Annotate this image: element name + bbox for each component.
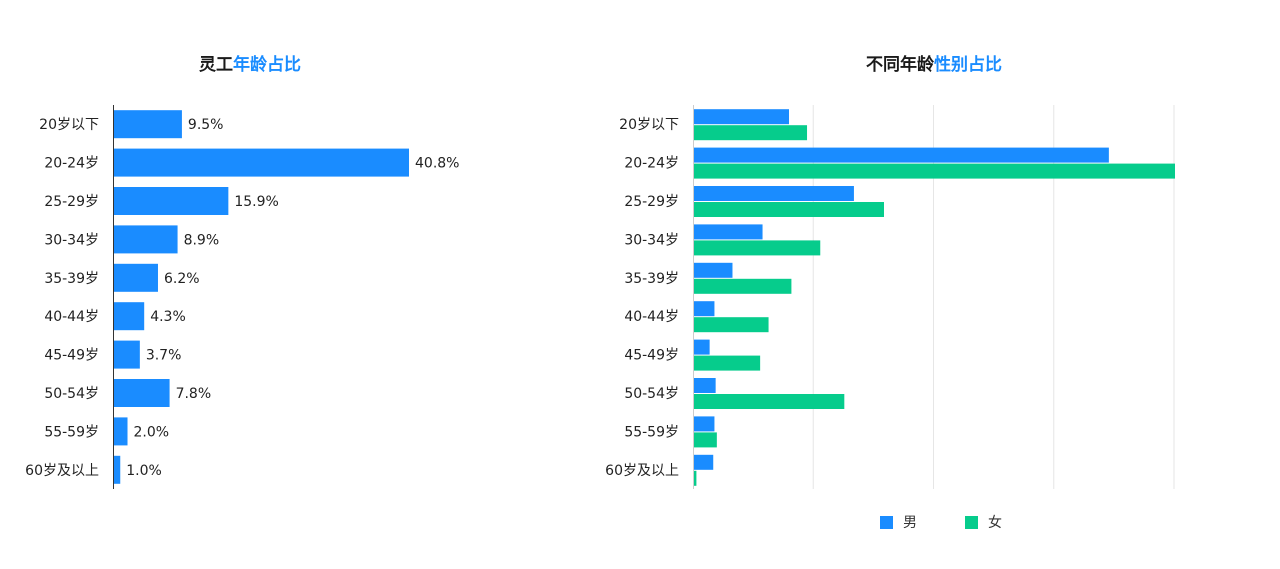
- left-bar[interactable]: [113, 379, 170, 407]
- right-tick-label: 60岁及以上: [605, 463, 679, 479]
- left-bar[interactable]: [113, 225, 178, 254]
- right-bar-female[interactable]: [694, 125, 808, 141]
- right-bar-male[interactable]: [694, 416, 715, 432]
- right-bar-male[interactable]: [694, 378, 716, 393]
- right-tick-label: 35-39岁: [624, 271, 679, 287]
- legend-item-male[interactable]: 男: [880, 512, 917, 532]
- right-bar-male[interactable]: [694, 301, 715, 317]
- left-tick-label: 55-59岁: [44, 424, 99, 440]
- right-bar-female[interactable]: [694, 317, 769, 333]
- right-bar-female[interactable]: [694, 432, 717, 448]
- age-ratio-chart: 20岁以下 9.5% 20-24岁 40.8% 25-29岁 15.9% 30-34岁 8.9…: [25, 105, 459, 489]
- right-title-part2: 性别占比: [934, 55, 1002, 75]
- left-data-label: 6.2%: [164, 271, 200, 287]
- right-tick-label: 55-59岁: [624, 424, 679, 440]
- legend-label-male: 男: [903, 515, 917, 531]
- left-title-part1: 灵工: [199, 55, 233, 75]
- left-bar[interactable]: [113, 302, 145, 331]
- right-bar-female[interactable]: [694, 163, 1175, 179]
- left-bar[interactable]: [113, 455, 121, 484]
- right-bar-female[interactable]: [694, 470, 697, 486]
- chart-legend: 男 女: [880, 512, 1002, 532]
- right-tick-label: 20岁以下: [619, 117, 679, 133]
- left-data-label: 1.0%: [126, 463, 162, 479]
- right-chart-title: 不同年龄性别占比: [800, 50, 1068, 75]
- gender-ratio-chart: 20岁以下 20-24岁 25-29岁 30-34岁 35-39岁 40-44岁 45-49…: [605, 105, 1175, 489]
- right-tick-label: 40-44岁: [624, 309, 679, 325]
- right-bar-female[interactable]: [694, 278, 792, 294]
- right-bar-male[interactable]: [694, 454, 714, 470]
- right-bar-male[interactable]: [694, 224, 763, 240]
- legend-swatch-male: [880, 515, 893, 529]
- right-tick-label: 50-54岁: [624, 386, 679, 402]
- left-bar[interactable]: [113, 340, 140, 369]
- right-tick-label: 20-24岁: [624, 156, 679, 172]
- right-bar-male[interactable]: [694, 262, 733, 278]
- right-tick-label: 30-34岁: [624, 232, 679, 248]
- left-data-label: 9.5%: [188, 117, 224, 133]
- left-tick-label: 35-39岁: [44, 271, 99, 287]
- left-tick-label: 60岁及以上: [25, 463, 99, 479]
- left-data-label: 2.0%: [134, 424, 170, 440]
- left-data-label: 3.7%: [146, 348, 182, 364]
- left-chart-title: 灵工年龄占比: [120, 50, 380, 75]
- legend-item-female[interactable]: 女: [965, 512, 1002, 532]
- left-bar[interactable]: [113, 187, 229, 215]
- left-tick-label: 40-44岁: [44, 309, 99, 325]
- left-data-label: 40.8%: [415, 156, 459, 172]
- right-bar-female[interactable]: [694, 240, 821, 256]
- left-tick-label: 20-24岁: [44, 156, 99, 172]
- left-data-label: 7.8%: [176, 386, 212, 402]
- left-tick-label: 30-34岁: [44, 232, 99, 248]
- left-data-label: 15.9%: [234, 194, 278, 210]
- right-bar-male[interactable]: [694, 109, 789, 125]
- left-tick-label: 25-29岁: [44, 194, 99, 210]
- legend-label-female: 女: [988, 515, 1002, 531]
- right-tick-label: 45-49岁: [624, 348, 679, 364]
- right-tick-label: 25-29岁: [624, 194, 679, 210]
- right-bar-male[interactable]: [694, 339, 710, 355]
- right-bar-male[interactable]: [694, 186, 854, 201]
- left-tick-label: 20岁以下: [39, 117, 99, 133]
- left-tick-label: 45-49岁: [44, 348, 99, 364]
- legend-swatch-female: [965, 515, 978, 529]
- left-bar[interactable]: [113, 110, 182, 139]
- left-title-part2: 年龄占比: [233, 55, 301, 75]
- right-title-part1: 不同年龄: [866, 55, 934, 75]
- right-bar-female[interactable]: [694, 355, 761, 371]
- left-data-label: 8.9%: [184, 232, 220, 248]
- left-data-label: 4.3%: [150, 309, 186, 325]
- right-bar-female[interactable]: [694, 394, 845, 409]
- right-bar-male[interactable]: [694, 147, 1109, 163]
- left-tick-label: 50-54岁: [44, 386, 99, 402]
- left-bar[interactable]: [113, 417, 128, 446]
- left-bar[interactable]: [113, 263, 158, 292]
- right-bar-female[interactable]: [694, 202, 884, 217]
- left-bar[interactable]: [113, 148, 409, 177]
